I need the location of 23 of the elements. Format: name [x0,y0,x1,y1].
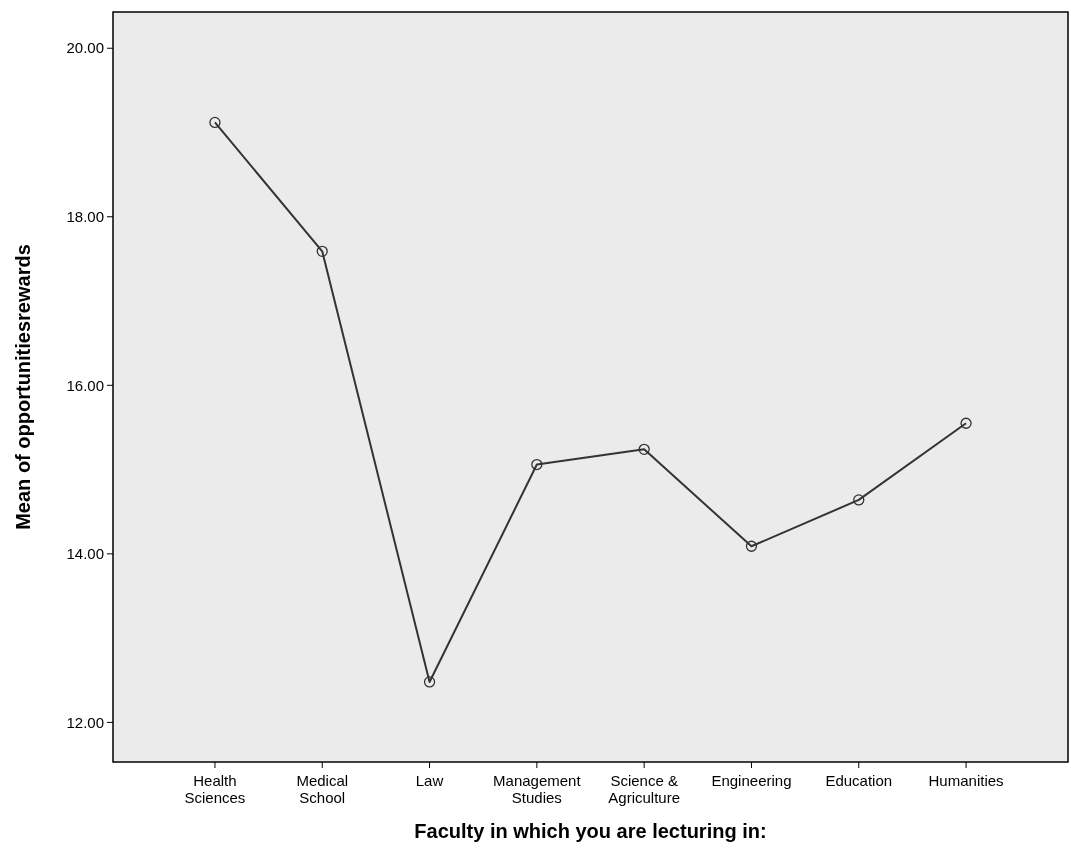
point [960,417,972,429]
x-tick-label: Education [825,772,893,789]
point [531,458,543,471]
x-tick-label: Health Sciences [184,772,246,806]
x-tick-label: Management Studies [493,772,582,806]
x-tick-label: Engineering [711,772,792,789]
y-tick-label: 20.00 [66,39,104,57]
point [209,116,221,129]
y-tick-label: 18.00 [66,208,104,226]
x-tick-label: Science & Agriculture [608,772,680,806]
point [423,676,436,688]
x-axis-title: Faculty in which you are lecturing in: [414,820,767,842]
point [745,540,758,552]
x-tick-label: Humanities [928,772,1004,789]
y-tick-label: 16.00 [66,376,104,394]
point [853,494,865,506]
y-tick-label: 14.00 [66,545,104,563]
x-tick-label: Medical School [296,772,349,806]
y-tick-label: 12.00 [66,713,104,731]
x-tick-label: Law [415,772,444,789]
point [316,245,328,257]
point [638,443,650,456]
y-axis-title: Mean of opportunitiesrewards [12,244,34,530]
